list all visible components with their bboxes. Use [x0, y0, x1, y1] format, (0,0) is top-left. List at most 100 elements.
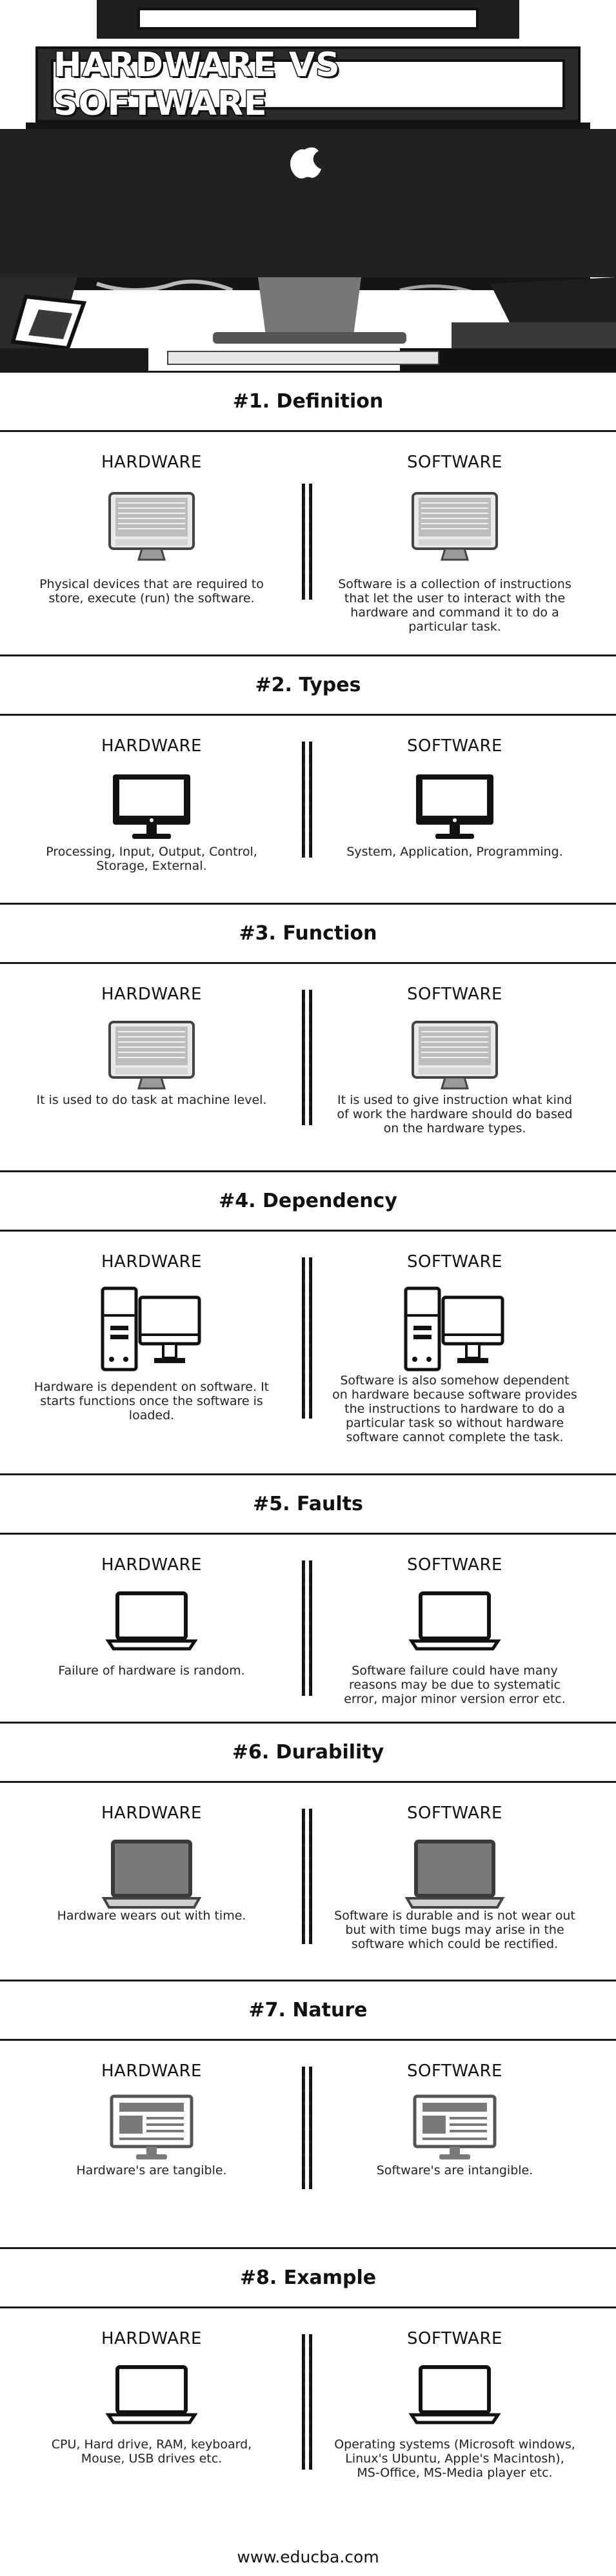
software-label: SOFTWARE: [407, 2061, 502, 2081]
column-divider: [302, 2067, 312, 2189]
footer-url[interactable]: www.educba.com: [237, 2547, 379, 2566]
section-header: #4. Dependency: [0, 1170, 616, 1232]
software-label: SOFTWARE: [407, 1252, 502, 1272]
section-body: HARDWARE Processing, Input, Output, Cont…: [0, 716, 616, 916]
hardware-column: HARDWARE Hardware's are tangible.: [13, 2041, 290, 2225]
column-divider: [302, 1560, 312, 1696]
section-title: #4. Dependency: [219, 1190, 397, 1212]
desktop-tower-icon: [13, 1283, 290, 1376]
desktop-tower-icon: [316, 1283, 593, 1376]
software-column: SOFTWARE Software is also somehow depend…: [316, 1232, 593, 1464]
section-header: #3. Function: [0, 903, 616, 964]
hardware-description: Hardware's are tangible.: [76, 2163, 227, 2178]
hardware-column: HARDWARE It is used to do task at machin…: [13, 964, 290, 1170]
software-column: SOFTWARE Operating systems (Microsoft wi…: [316, 2308, 593, 2515]
column-divider: [302, 1257, 312, 1419]
section-header: #1. Definition: [0, 371, 616, 432]
hardware-column: HARDWARE Hardware is dependent on softwa…: [13, 1232, 290, 1464]
page-title: HARDWARE VS SOFTWARE: [53, 45, 341, 124]
hardware-label: HARDWARE: [101, 1555, 202, 1575]
software-column: SOFTWARE Software is a collection of ins…: [316, 432, 593, 634]
software-description: Software's are intangible.: [376, 2163, 533, 2178]
footer: www.educba.com: [0, 2537, 616, 2576]
desktop-monitor-icon: [13, 771, 290, 844]
section-title: #8. Example: [239, 2266, 377, 2289]
section-body: HARDWARE Hardware wears out with time. S…: [0, 1783, 616, 1989]
software-description: System, Application, Programming.: [346, 845, 563, 859]
hardware-description: Hardware wears out with time.: [57, 1909, 246, 1923]
section-title: #2. Types: [255, 674, 361, 696]
software-label: SOFTWARE: [407, 1804, 502, 1823]
hardware-description: CPU, Hard drive, RAM, keyboard, Mouse, U…: [51, 2437, 252, 2466]
laptop-icon: [13, 1589, 290, 1657]
imac-monitor-icon: [316, 490, 593, 567]
imac-monitor-icon: [13, 1019, 290, 1096]
hardware-description: It is used to do task at machine level.: [36, 1093, 267, 1107]
imac-monitor-icon: [13, 490, 290, 567]
laptop-gray-screen-icon: [316, 1838, 593, 1914]
hardware-label: HARDWARE: [101, 453, 202, 472]
column-divider: [302, 742, 312, 858]
section-header: #2. Types: [0, 654, 616, 716]
column-divider: [302, 1809, 312, 1944]
section-header: #5. Faults: [0, 1473, 616, 1535]
column-divider: [302, 484, 312, 600]
hardware-column: HARDWARE Failure of hardware is random.: [13, 1535, 290, 1735]
section-title: #6. Durability: [232, 1741, 384, 1764]
hardware-column: HARDWARE CPU, Hard drive, RAM, keyboard,…: [13, 2308, 290, 2515]
column-divider: [302, 2334, 312, 2470]
hardware-column: HARDWARE Processing, Input, Output, Cont…: [13, 716, 290, 916]
software-label: SOFTWARE: [407, 1555, 502, 1575]
hardware-label: HARDWARE: [101, 1252, 202, 1272]
column-divider: [302, 990, 312, 1125]
software-description: Software failure could have many reasons…: [344, 1664, 566, 1706]
hardware-label: HARDWARE: [101, 2061, 202, 2081]
software-column: SOFTWARE Software failure could have man…: [316, 1535, 593, 1735]
monitor-webpage-icon: [316, 2092, 593, 2166]
hardware-label: HARDWARE: [101, 1804, 202, 1823]
hero-computer-illustration: [0, 0, 616, 371]
software-description: Operating systems (Microsoft windows, Li…: [334, 2437, 575, 2480]
title-frame: HARDWARE VS SOFTWARE: [35, 45, 581, 124]
hardware-column: HARDWARE Physical devices that are requi…: [13, 432, 290, 632]
section-body: HARDWARE Failure of hardware is random. …: [0, 1535, 616, 1735]
imac-monitor-icon: [316, 1019, 593, 1096]
hero-banner: HARDWARE VS SOFTWARE: [0, 0, 616, 371]
software-description: Software is also somehow dependent on ha…: [332, 1373, 577, 1444]
section-header: #6. Durability: [0, 1722, 616, 1783]
hardware-description: Failure of hardware is random.: [58, 1664, 245, 1678]
section-title: #1. Definition: [232, 390, 384, 413]
hardware-description: Processing, Input, Output, Control, Stor…: [46, 845, 257, 873]
hardware-column: HARDWARE Hardware wears out with time.: [13, 1783, 290, 1989]
laptop-icon: [316, 1589, 593, 1657]
hardware-label: HARDWARE: [101, 2329, 202, 2348]
hardware-description: Physical devices that are required to st…: [39, 577, 264, 605]
section-body: HARDWARE It is used to do task at machin…: [0, 964, 616, 1170]
laptop-icon: [13, 2363, 290, 2430]
section-header: #7. Nature: [0, 1980, 616, 2041]
section-title: #5. Faults: [253, 1493, 363, 1515]
laptop-icon: [316, 2363, 593, 2430]
software-column: SOFTWARE Software's are intangible.: [316, 2041, 593, 2225]
laptop-gray-screen-icon: [13, 1838, 290, 1914]
software-label: SOFTWARE: [407, 736, 502, 756]
hardware-description: Hardware is dependent on software. It st…: [34, 1380, 270, 1422]
software-description: It is used to give instruction what kind…: [337, 1093, 573, 1136]
software-label: SOFTWARE: [407, 453, 502, 472]
monitor-webpage-icon: [13, 2092, 290, 2166]
software-column: SOFTWARE Software is durable and is not …: [316, 1783, 593, 1989]
section-body: HARDWARE CPU, Hard drive, RAM, keyboard,…: [0, 2308, 616, 2515]
section-body: HARDWARE Hardware's are tangible. SOFTWA…: [0, 2041, 616, 2225]
section-title: #3. Function: [239, 922, 377, 945]
software-label: SOFTWARE: [407, 2329, 502, 2348]
section-header: #8. Example: [0, 2247, 616, 2308]
software-description: Software is durable and is not wear out …: [334, 1909, 575, 1951]
hardware-label: HARDWARE: [101, 736, 202, 756]
section-body: HARDWARE Hardware is dependent on softwa…: [0, 1232, 616, 1464]
software-column: SOFTWARE It is used to give instruction …: [316, 964, 593, 1170]
section-body: HARDWARE Physical devices that are requi…: [0, 432, 616, 634]
hardware-label: HARDWARE: [101, 985, 202, 1004]
desktop-monitor-icon: [316, 771, 593, 844]
section-title: #7. Nature: [248, 1999, 368, 2021]
software-description: Software is a collection of instructions…: [338, 577, 571, 634]
